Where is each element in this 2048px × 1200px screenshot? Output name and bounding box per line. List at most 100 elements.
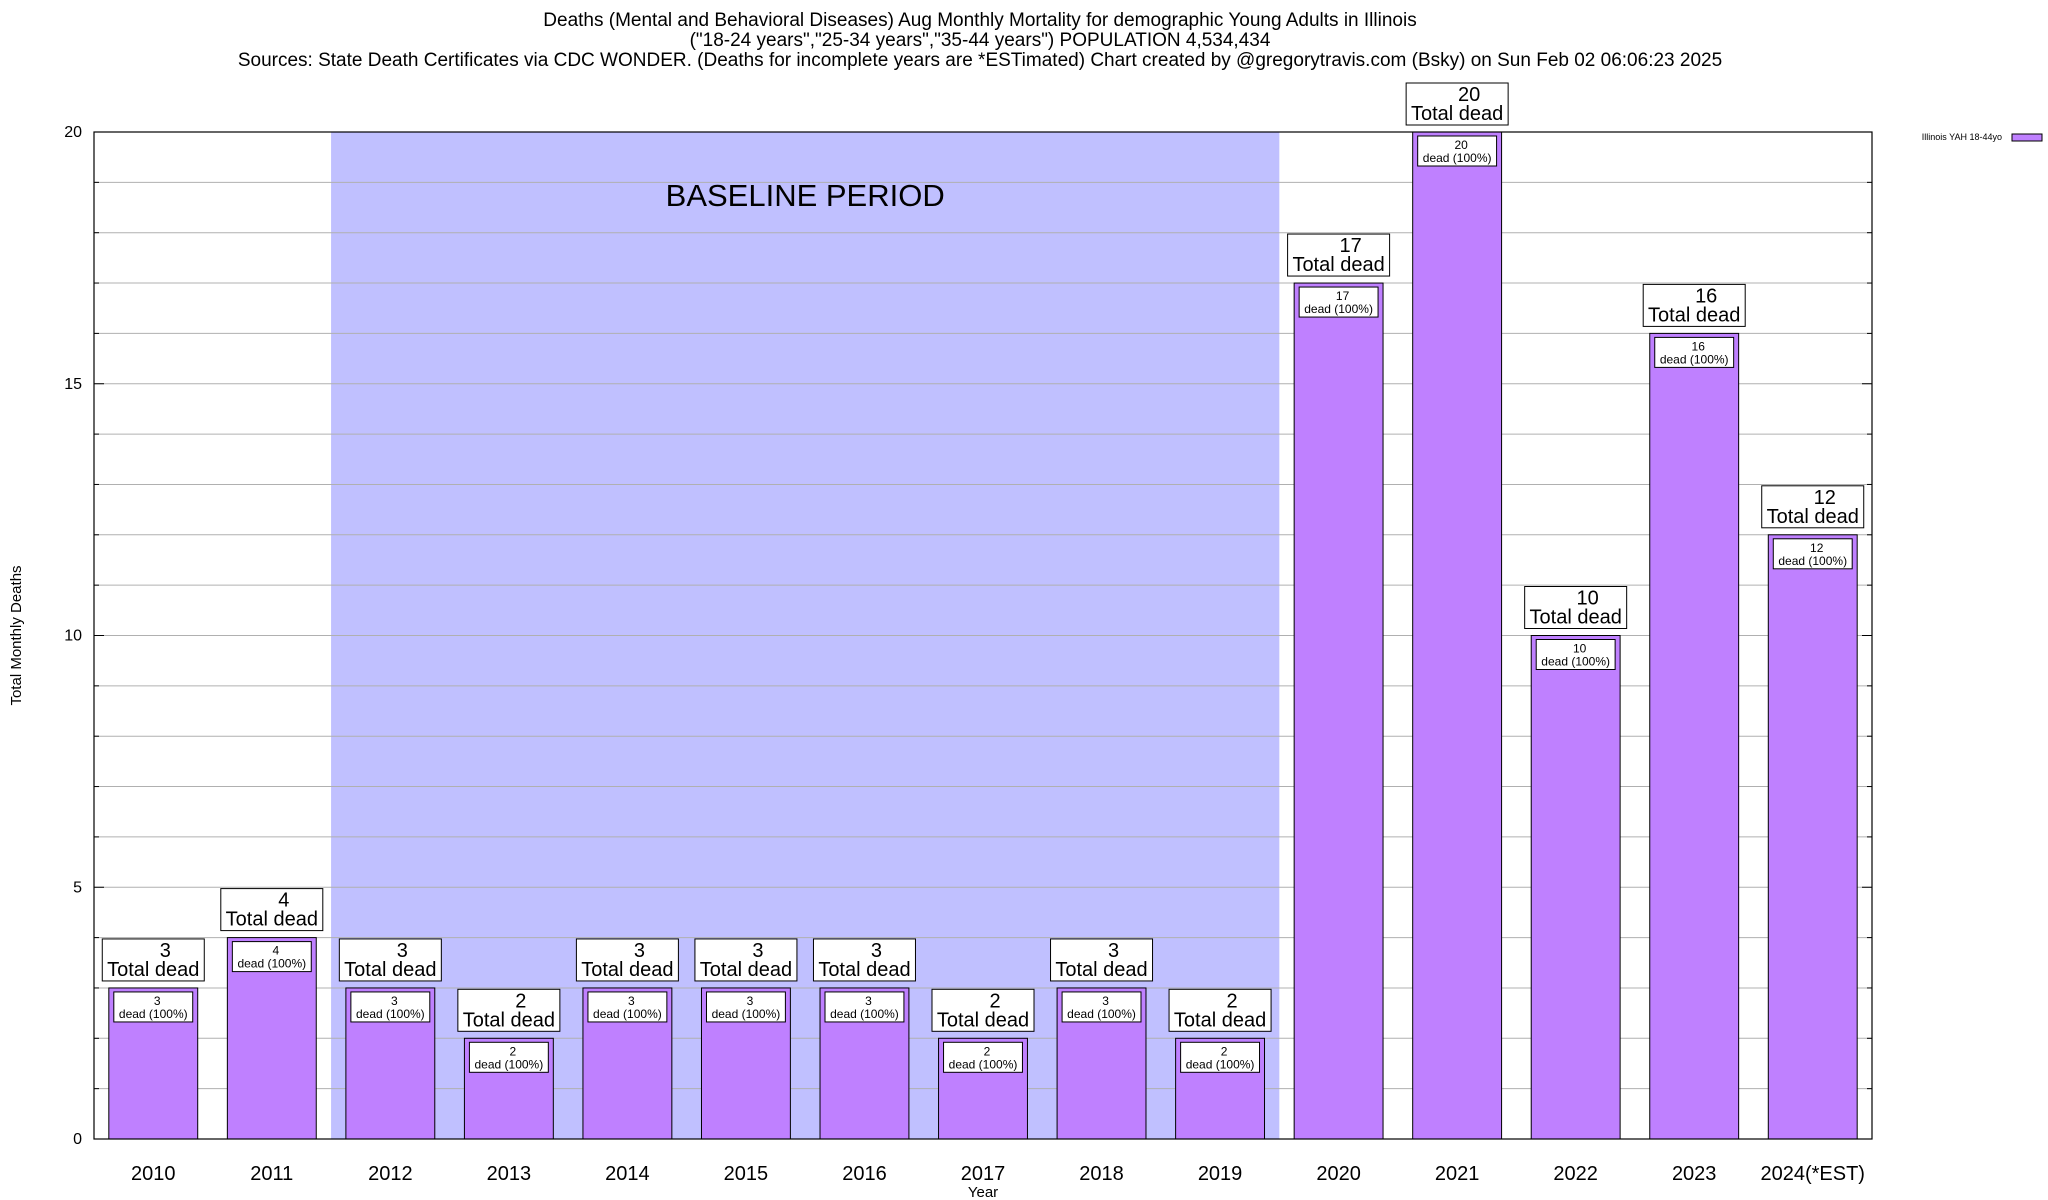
bar-total-text: Total dead — [1174, 1009, 1266, 1031]
bar-total-text: Total dead — [1530, 607, 1622, 629]
bar-total-label-box — [338, 938, 442, 982]
bar-total-count: 20 — [1458, 84, 1480, 106]
x-tick-label: 2012 — [368, 1163, 413, 1185]
bar-inner-percent: dead (100%) — [830, 1007, 899, 1021]
bar — [1412, 131, 1503, 1140]
y-tick-label: 5 — [73, 879, 82, 896]
bar-total-count: 3 — [1108, 940, 1119, 962]
bar-total-label-box — [1524, 586, 1628, 629]
y-axis-title: Total Monthly Deaths — [8, 565, 25, 705]
bar-total-count: 16 — [1695, 285, 1717, 307]
x-tick-label: 2018 — [1079, 1163, 1124, 1185]
bar-inner-label-box — [1298, 286, 1379, 318]
bar-total-text: Total dead — [700, 959, 792, 981]
bar-inner-count: 2 — [1221, 1044, 1228, 1058]
bar-inner-count: 3 — [865, 994, 872, 1008]
bar-total-label-box — [1642, 283, 1746, 327]
bar-inner-count: 2 — [510, 1044, 517, 1058]
bar — [1767, 534, 1858, 1140]
x-tick-label: 2022 — [1553, 1163, 1598, 1185]
x-tick-label: 2024(*EST) — [1760, 1163, 1865, 1185]
title-line: Deaths (Mental and Behavioral Diseases) … — [543, 10, 1416, 31]
bar-inner-label-box — [1535, 639, 1616, 670]
bar-inner-count: 3 — [628, 994, 635, 1008]
bar — [1649, 332, 1740, 1140]
bar-total-text: Total dead — [107, 959, 199, 981]
bar-inner-count: 10 — [1573, 642, 1587, 656]
bar-total-count: 3 — [397, 940, 408, 962]
bar-total-text: Total dead — [1292, 254, 1384, 276]
bar-inner-label-box — [231, 941, 312, 973]
bar-inner-percent: dead (100%) — [1423, 151, 1492, 165]
title-line: Sources: State Death Certificates via CD… — [238, 50, 1722, 71]
x-tick-label: 2010 — [131, 1163, 176, 1185]
legend-label: Illinois YAH 18-44yo — [1922, 132, 2002, 142]
bar-inner-count: 3 — [747, 994, 754, 1008]
bar-total-count: 10 — [1577, 588, 1599, 610]
bar-total-text: Total dead — [937, 1009, 1029, 1031]
x-tick-label: 2013 — [487, 1163, 532, 1185]
bar-inner-percent: dead (100%) — [1067, 1007, 1136, 1021]
bar-inner-count: 3 — [1102, 994, 1109, 1008]
bar-inner-percent: dead (100%) — [475, 1057, 544, 1071]
bar-inner-count: 3 — [154, 994, 161, 1008]
bar-inner-percent: dead (100%) — [356, 1007, 425, 1021]
bar-inner-label-box — [1772, 538, 1853, 570]
bar-total-text: Total dead — [1055, 959, 1147, 981]
y-tick-label: 15 — [64, 376, 82, 393]
x-tick-label: 2011 — [250, 1163, 293, 1185]
baseline-period-label: BASELINE PERIOD — [666, 178, 945, 213]
bar-inner-label-box — [824, 991, 905, 1023]
y-tick-label: 20 — [64, 124, 82, 141]
bar-total-count: 17 — [1339, 235, 1361, 257]
bar-total-count: 3 — [634, 940, 645, 962]
bar-inner-count: 4 — [272, 944, 279, 958]
bar-inner-percent: dead (100%) — [119, 1007, 188, 1021]
bar-total-label-box — [1761, 485, 1865, 529]
legend-swatch — [2011, 133, 2043, 142]
bar-total-label-box — [694, 938, 798, 982]
bar-inner-label-box — [1061, 991, 1142, 1023]
bar-inner-count: 20 — [1454, 138, 1468, 152]
bar-inner-label-box — [705, 991, 786, 1023]
x-tick-label: 2015 — [724, 1163, 769, 1185]
bar-total-text: Total dead — [818, 959, 910, 981]
bar-inner-label-box — [587, 991, 668, 1023]
x-tick-label: 2014 — [605, 1163, 650, 1185]
chart-title: Deaths (Mental and Behavioral Diseases) … — [238, 10, 1722, 71]
bar-total-count: 2 — [515, 990, 526, 1012]
bar-total-count: 3 — [160, 940, 171, 962]
bar-inner-label-box — [113, 991, 194, 1023]
bar-inner-label-box — [1417, 135, 1498, 167]
title-line: ("18-24 years","25-34 years","35-44 year… — [690, 30, 1271, 51]
bar-total-text: Total dead — [1411, 103, 1503, 125]
y-tick-label: 10 — [64, 628, 82, 645]
bar-inner-label-box — [468, 1041, 549, 1073]
x-tick-label: 2016 — [842, 1163, 887, 1185]
bar-inner-count: 2 — [984, 1044, 991, 1058]
bar — [1530, 635, 1621, 1140]
bar-total-label-box — [101, 938, 205, 982]
bar-inner-count: 3 — [391, 994, 398, 1008]
bar-inner-label-box — [943, 1041, 1023, 1073]
bar-inner-percent: dead (100%) — [1660, 352, 1729, 366]
bar-inner-count: 16 — [1692, 339, 1706, 353]
bar-inner-percent: dead (100%) — [949, 1057, 1018, 1071]
bar-inner-percent: dead (100%) — [1186, 1057, 1255, 1071]
bar-total-text: Total dead — [463, 1009, 555, 1031]
x-tick-label: 2021 — [1435, 1163, 1480, 1185]
bar-inner-percent: dead (100%) — [593, 1007, 662, 1021]
bar-inner-percent: dead (100%) — [1541, 655, 1610, 669]
bar-total-label-box — [1405, 82, 1509, 126]
bar-total-label-box — [457, 988, 561, 1032]
bar-total-text: Total dead — [581, 959, 673, 981]
x-tick-label: 2023 — [1672, 1163, 1717, 1185]
bar-inner-percent: dead (100%) — [1304, 302, 1373, 316]
bar-total-label-box — [575, 938, 679, 982]
x-tick-label: 2017 — [961, 1163, 1006, 1185]
bar-total-label-box — [220, 888, 324, 932]
bar-total-label-box — [1287, 233, 1391, 277]
bar-total-count: 4 — [278, 890, 289, 912]
bar-total-count: 12 — [1814, 487, 1836, 509]
